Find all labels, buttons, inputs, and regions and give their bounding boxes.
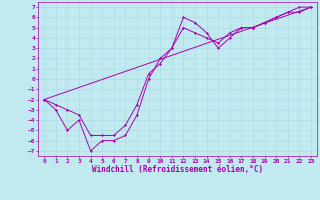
X-axis label: Windchill (Refroidissement éolien,°C): Windchill (Refroidissement éolien,°C) — [92, 165, 263, 174]
